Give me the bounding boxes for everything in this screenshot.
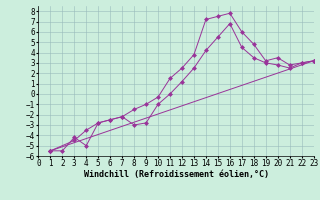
- X-axis label: Windchill (Refroidissement éolien,°C): Windchill (Refroidissement éolien,°C): [84, 170, 268, 179]
